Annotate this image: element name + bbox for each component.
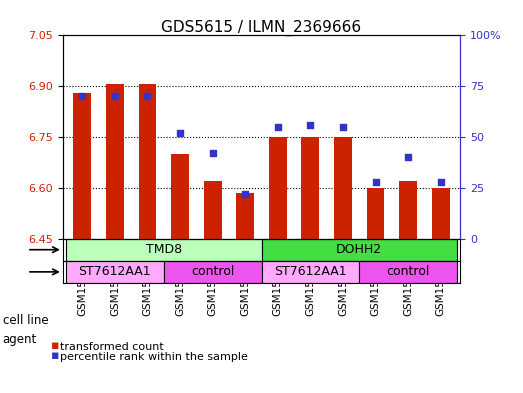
Text: ST7612AA1: ST7612AA1 [274, 265, 347, 278]
Point [111, 93, 119, 99]
Bar [106, 84, 124, 239]
Point [241, 191, 249, 197]
Point [274, 124, 282, 130]
Point [339, 124, 347, 130]
FancyBboxPatch shape [262, 261, 359, 283]
Bar [334, 137, 352, 239]
Text: TMD8: TMD8 [146, 243, 182, 256]
Point [78, 93, 86, 99]
Point [143, 93, 152, 99]
Text: ST7612AA1: ST7612AA1 [78, 265, 151, 278]
FancyBboxPatch shape [66, 239, 262, 261]
Point [306, 122, 314, 128]
FancyBboxPatch shape [359, 261, 457, 283]
Bar [269, 137, 287, 239]
Point [437, 178, 445, 185]
Text: ▪: ▪ [51, 339, 60, 352]
Bar [367, 188, 384, 239]
Text: ▪: ▪ [51, 349, 60, 362]
Text: agent: agent [3, 333, 37, 347]
Bar [301, 137, 320, 239]
FancyBboxPatch shape [66, 261, 164, 283]
Text: transformed count: transformed count [60, 342, 164, 352]
Point [404, 154, 412, 160]
Bar [203, 181, 222, 239]
Bar [171, 154, 189, 239]
Text: percentile rank within the sample: percentile rank within the sample [60, 353, 248, 362]
Bar [73, 93, 92, 239]
Bar [139, 84, 156, 239]
FancyBboxPatch shape [164, 261, 262, 283]
Bar [399, 181, 417, 239]
Text: control: control [386, 265, 430, 278]
FancyBboxPatch shape [262, 239, 457, 261]
Bar [236, 193, 254, 239]
Text: control: control [191, 265, 234, 278]
Text: GDS5615 / ILMN_2369666: GDS5615 / ILMN_2369666 [162, 20, 361, 36]
Text: cell line: cell line [3, 314, 48, 327]
Point [209, 150, 217, 156]
Text: DOHH2: DOHH2 [336, 243, 382, 256]
Point [371, 178, 380, 185]
Point [176, 130, 184, 136]
Bar [431, 188, 450, 239]
